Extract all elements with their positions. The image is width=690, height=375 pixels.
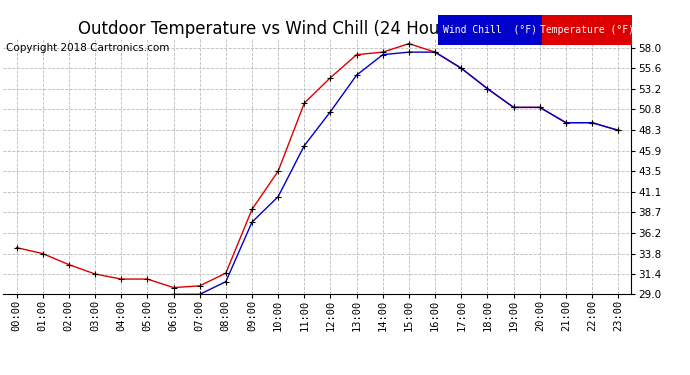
Text: Temperature (°F): Temperature (°F) bbox=[540, 25, 634, 35]
Title: Outdoor Temperature vs Wind Chill (24 Hours)  20181018: Outdoor Temperature vs Wind Chill (24 Ho… bbox=[78, 20, 557, 38]
Text: Copyright 2018 Cartronics.com: Copyright 2018 Cartronics.com bbox=[6, 43, 169, 52]
Text: Wind Chill  (°F): Wind Chill (°F) bbox=[443, 25, 537, 35]
